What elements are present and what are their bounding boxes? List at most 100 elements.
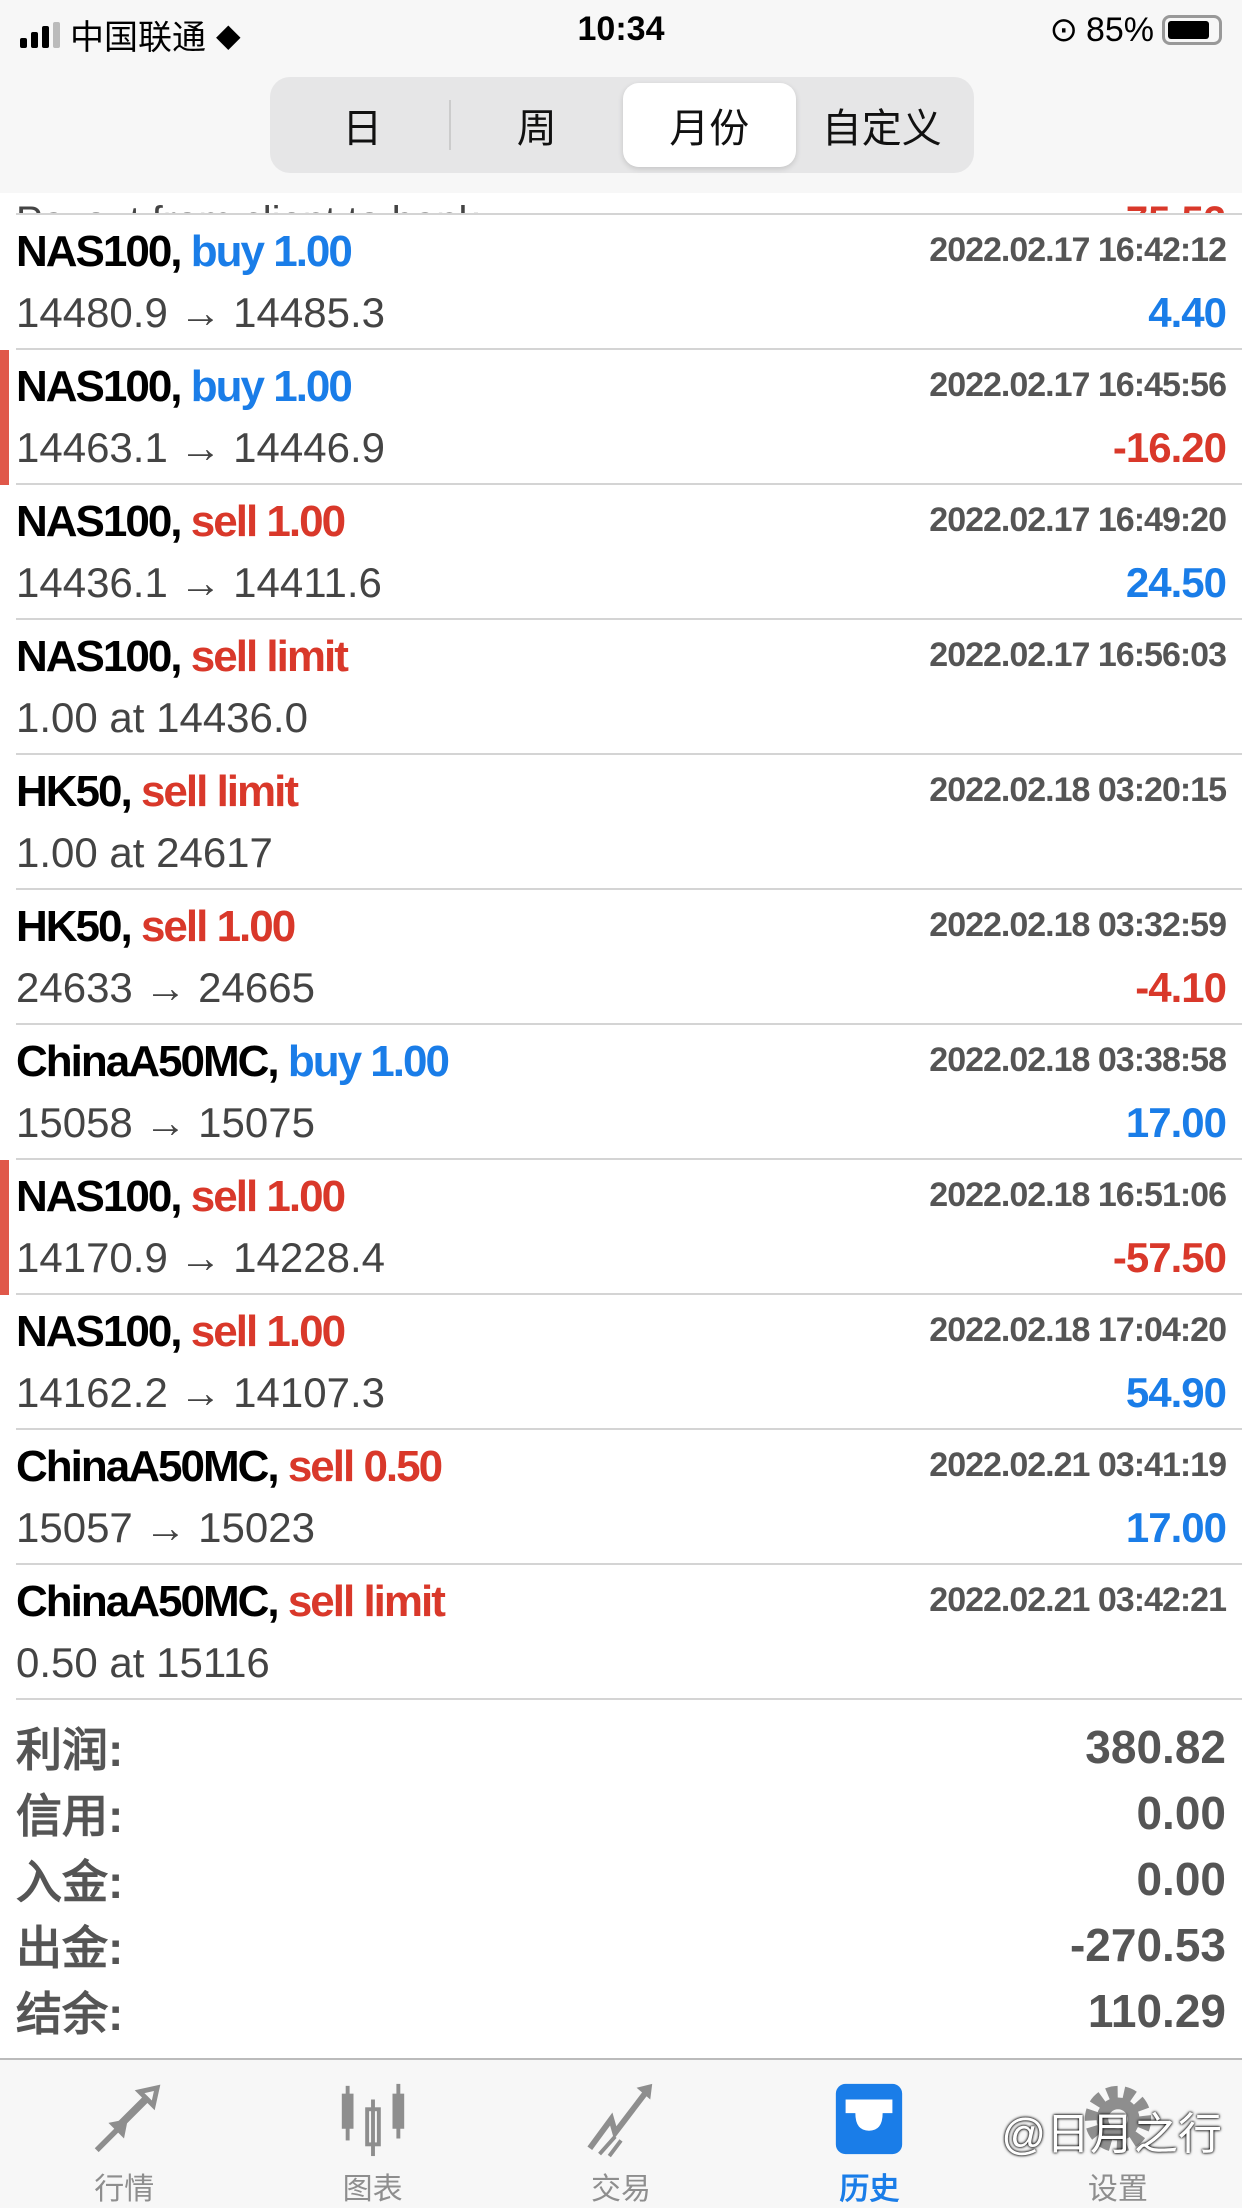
- list-item[interactable]: ChinaA50MC, sell 0.50 2022.02.21 03:41:1…: [16, 1430, 1242, 1565]
- deal-profit: 4.40: [1148, 289, 1227, 336]
- tab-chart[interactable]: 图表: [248, 2060, 496, 2208]
- symbol: NAS100,: [16, 362, 183, 411]
- summary-row: 结余: 110.29: [16, 1978, 1226, 2044]
- tab-label: 交易: [591, 2173, 652, 2206]
- summary-label: 信用:: [16, 1790, 124, 1842]
- tab-label: 设置: [1087, 2173, 1148, 2206]
- deal-action: sell limit: [190, 632, 349, 681]
- tab-trade[interactable]: 交易: [497, 2060, 745, 2208]
- tab-label: 图表: [342, 2173, 403, 2206]
- candlestick-chart-icon: [341, 2083, 404, 2157]
- deal-profit: 54.90: [1125, 1369, 1227, 1416]
- list-item[interactable]: ChinaA50MC, sell limit 2022.02.21 03:42:…: [16, 1565, 1242, 1700]
- summary: 利润: 380.82 信用: 0.00 入金: 0.00 出金: -270.53 结余: 110.…: [0, 1700, 1242, 2044]
- partial-text: Payout from client to bank: [16, 201, 478, 213]
- deal-profit: -57.50: [1112, 1234, 1227, 1281]
- battery-icon: [1162, 15, 1222, 45]
- list-item[interactable]: NAS100, sell 1.00 2022.02.18 16:51:06 14…: [0, 1160, 1242, 1295]
- tab-history[interactable]: 历史: [745, 2060, 993, 2208]
- list-item-partial[interactable]: Payout from client to bank -75.53: [16, 193, 1242, 215]
- symbol: ChinaA50MC,: [16, 1442, 280, 1491]
- history-inbox-icon: [836, 2083, 903, 2155]
- deal-title: HK50, sell 1.00: [16, 902, 296, 952]
- deal-time: 2022.02.18 03:32:59: [929, 906, 1227, 944]
- list-item[interactable]: NAS100, sell 1.00 2022.02.18 17:04:20 14…: [16, 1295, 1242, 1430]
- deal-title: ChinaA50MC, sell limit: [16, 1577, 446, 1627]
- deal-profit: -4.10: [1135, 964, 1227, 1011]
- summary-row: 入金: 0.00: [16, 1846, 1226, 1912]
- trade-trend-icon: [587, 2083, 653, 2158]
- deal-action: buy 1.00: [190, 362, 353, 411]
- deal-prices: 15058 → 15075: [16, 1099, 315, 1146]
- summary-value: 380.82: [1085, 1721, 1226, 1773]
- deal-time: 2022.02.18 03:20:15: [929, 771, 1227, 809]
- symbol: NAS100,: [16, 1307, 183, 1356]
- summary-value: 0.00: [1136, 1787, 1226, 1839]
- wifi-icon: ◆: [216, 16, 241, 53]
- deal-title: NAS100, sell 1.00: [16, 497, 346, 547]
- deal-action: sell 1.00: [190, 1172, 346, 1221]
- deal-action: sell 1.00: [190, 1307, 346, 1356]
- deal-time: 2022.02.18 03:38:58: [929, 1041, 1227, 1079]
- symbol: ChinaA50MC,: [16, 1577, 280, 1626]
- summary-label: 利润:: [16, 1724, 124, 1776]
- summary-value: -270.53: [1069, 1919, 1226, 1971]
- tab-settings[interactable]: 设置: [994, 2060, 1242, 2208]
- list-item[interactable]: HK50, sell limit 2022.02.18 03:20:15 1.0…: [16, 755, 1242, 890]
- deal-action: buy 1.00: [190, 227, 353, 276]
- summary-label: 入金:: [16, 1856, 124, 1908]
- deal-time: 2022.02.17 16:56:03: [929, 636, 1227, 674]
- list-item[interactable]: NAS100, buy 1.00 2022.02.17 16:42:12 144…: [16, 215, 1242, 350]
- deal-title: NAS100, sell 1.00: [16, 1172, 346, 1222]
- segment-custom[interactable]: 自定义: [821, 107, 942, 151]
- deal-prices: 14463.1 → 14446.9: [16, 424, 385, 471]
- deal-time: 2022.02.18 17:04:20: [929, 1311, 1227, 1349]
- summary-value: 0.00: [1136, 1853, 1226, 1905]
- deal-title: NAS100, sell 1.00: [16, 1307, 346, 1357]
- deal-action: sell 1.00: [140, 902, 296, 951]
- tab-bar: 行情 图表 交易 历史 设置: [0, 2058, 1242, 2208]
- list-item[interactable]: NAS100, sell limit 2022.02.17 16:56:03 1…: [16, 620, 1242, 755]
- segment-day[interactable]: 日: [342, 107, 383, 151]
- summary-label: 出金:: [16, 1922, 124, 1974]
- deal-title: NAS100, buy 1.00: [16, 227, 353, 277]
- deal-title: HK50, sell limit: [16, 767, 299, 817]
- summary-row: 利润: 380.82: [16, 1714, 1226, 1780]
- deal-prices: 24633 → 24665: [16, 964, 315, 1011]
- deal-title: NAS100, sell limit: [16, 632, 349, 682]
- deal-time: 2022.02.17 16:45:56: [929, 366, 1227, 404]
- deal-time: 2022.02.17 16:49:20: [929, 501, 1227, 539]
- symbol: ChinaA50MC,: [16, 1037, 280, 1086]
- summary-row: 出金: -270.53: [16, 1912, 1226, 1978]
- deal-prices: 14170.9 → 14228.4: [16, 1234, 385, 1281]
- clock: 10:34: [577, 10, 665, 48]
- deal-prices: 15057 → 15023: [16, 1504, 315, 1551]
- status-left: 中国联通 ◆: [20, 10, 241, 59]
- rotation-lock-icon: ⊙: [1049, 11, 1078, 49]
- symbol: NAS100,: [16, 632, 183, 681]
- deal-title: ChinaA50MC, buy 1.00: [16, 1037, 450, 1087]
- quotes-arrows-icon: [94, 2084, 161, 2153]
- divider: [448, 100, 451, 150]
- deal-action: sell limit: [140, 767, 299, 816]
- list-item[interactable]: NAS100, buy 1.00 2022.02.17 16:45:56 144…: [0, 350, 1242, 485]
- list-item[interactable]: NAS100, sell 1.00 2022.02.17 16:49:20 14…: [16, 485, 1242, 620]
- status-right: ⊙ 85%: [1049, 10, 1222, 50]
- deal-title: NAS100, buy 1.00: [16, 362, 353, 412]
- carrier: 中国联通: [70, 19, 206, 57]
- gear-icon: [1084, 2085, 1151, 2153]
- list-item[interactable]: HK50, sell 1.00 2022.02.18 03:32:59 2463…: [16, 890, 1242, 1025]
- period-segmented-control: 日 周 月份 自定义: [270, 77, 974, 173]
- segment-week[interactable]: 周: [516, 107, 557, 151]
- summary-value: 110.29: [1087, 1985, 1226, 2037]
- deal-prices: 0.50 at 15116: [16, 1639, 270, 1686]
- deal-prices: 14436.1 → 14411.6: [16, 559, 382, 606]
- list-item[interactable]: ChinaA50MC, buy 1.00 2022.02.18 03:38:58…: [16, 1025, 1242, 1160]
- tab-label: 行情: [94, 2173, 155, 2206]
- deal-profit: 17.00: [1125, 1504, 1227, 1551]
- symbol: HK50,: [16, 902, 133, 951]
- tab-quotes[interactable]: 行情: [0, 2060, 248, 2208]
- battery-percent: 85%: [1085, 10, 1154, 49]
- segment-month[interactable]: 月份: [623, 83, 796, 167]
- deal-action: buy 1.00: [287, 1037, 450, 1086]
